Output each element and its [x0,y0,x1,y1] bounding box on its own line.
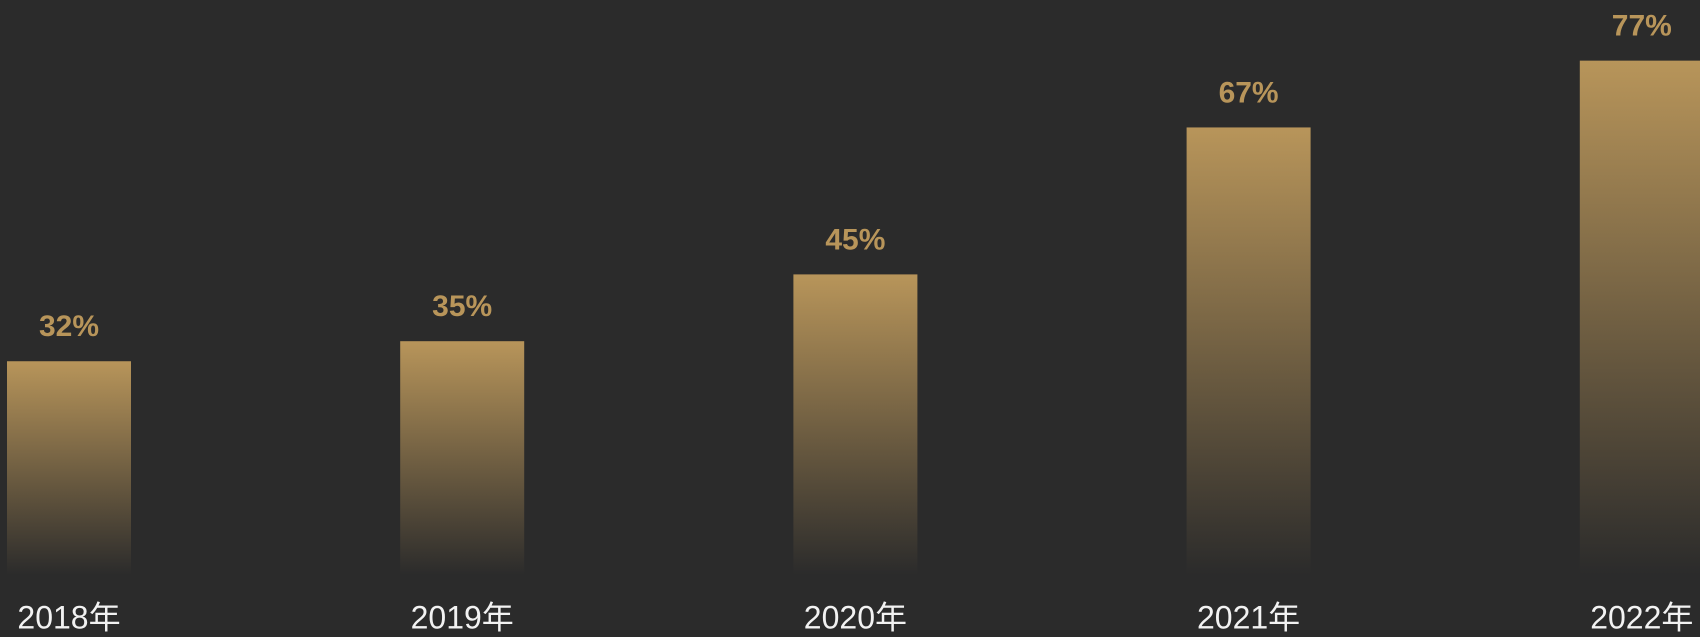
x-tick-label: 2020年 [804,599,907,635]
bar [400,341,525,575]
bar [1579,60,1700,575]
x-tick-label: 2022年 [1590,599,1693,635]
value-label: 77% [1612,10,1672,43]
value-label: 45% [825,223,885,256]
bar [793,274,918,575]
bar [7,361,131,575]
value-label: 32% [39,310,99,343]
x-tick-label: 2018年 [17,599,120,635]
x-tick-label: 2021年 [1197,599,1300,635]
value-label: 67% [1219,76,1279,109]
bar [1186,127,1311,575]
value-label: 35% [432,290,492,323]
x-tick-label: 2019年 [411,599,514,635]
